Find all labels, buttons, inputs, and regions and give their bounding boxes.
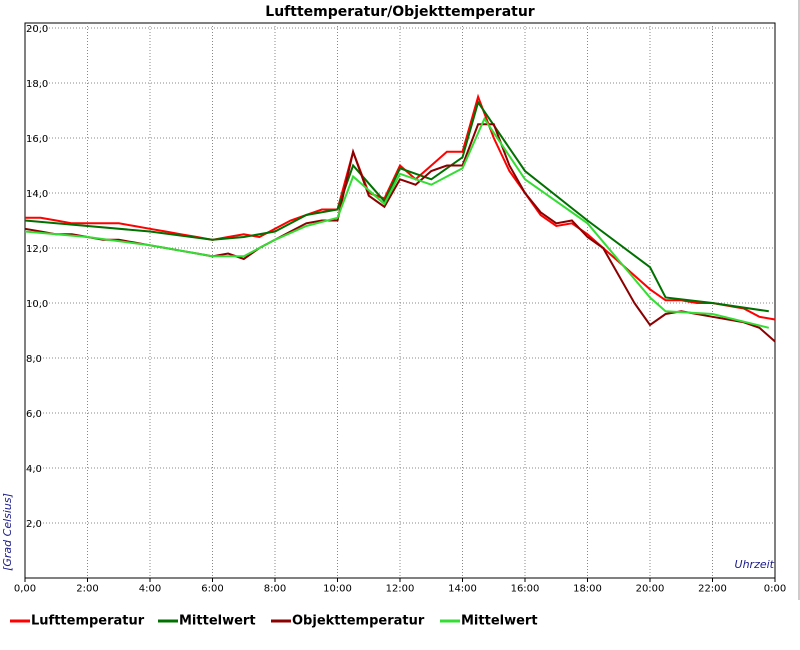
x-tick-label: 8:00: [264, 583, 286, 594]
x-tick-label: 14:00: [448, 583, 477, 594]
x-tick-label: 4:00: [139, 583, 161, 594]
y-tick-label: 6,0: [26, 409, 42, 420]
y-tick-label: 10,0: [26, 299, 48, 310]
x-tick-label: 10:00: [323, 583, 352, 594]
x-tick-label: 12:00: [386, 583, 415, 594]
y-axis-label: [Grad Celsius]: [1, 493, 14, 571]
series-line: [24, 116, 770, 329]
y-tick-label: 16,0: [26, 134, 48, 145]
legend-label: Lufttemperatur: [31, 614, 145, 629]
y-tick-label: 12,0: [26, 244, 48, 255]
series-line: [25, 93, 776, 321]
legend-label: Mittelwert: [179, 614, 256, 629]
y-tick-label: 20,0: [26, 24, 48, 35]
x-tick-label: 0,00: [14, 583, 36, 594]
x-tick-label: 0:00: [764, 583, 786, 594]
x-tick-label: 6:00: [201, 583, 223, 594]
legend-label: Mittelwert: [461, 614, 538, 629]
x-axis-label: Uhrzeit: [735, 558, 775, 571]
x-tick-label: 20:00: [636, 583, 665, 594]
x-tick-label: 18:00: [573, 583, 602, 594]
y-tick-label: 2,0: [26, 519, 42, 530]
x-tick-label: 16:00: [511, 583, 540, 594]
x-tick-label: 22:00: [698, 583, 727, 594]
y-tick-label: 4,0: [26, 464, 42, 475]
chart-title: Lufttemperatur/Objekttemperatur: [265, 4, 535, 20]
y-tick-label: 14,0: [26, 189, 48, 200]
y-tick-label: 18,0: [26, 79, 48, 90]
y-tick-label: 8,0: [26, 354, 42, 365]
x-tick-label: 2:00: [76, 583, 98, 594]
series-line: [24, 99, 769, 313]
legend-label: Objekttemperatur: [292, 614, 425, 629]
